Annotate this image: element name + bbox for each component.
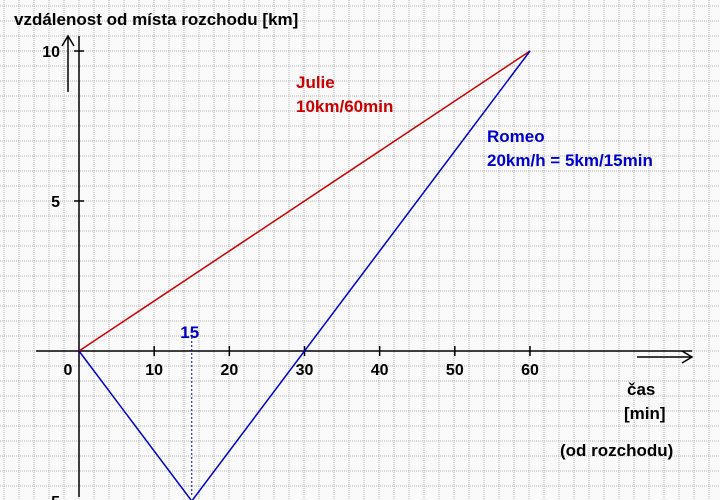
x-tick-label: 20 bbox=[220, 362, 238, 379]
x-axis-label: čas bbox=[627, 380, 655, 399]
x-axis-arrow bbox=[637, 350, 694, 364]
marker-label: 15 bbox=[180, 323, 199, 342]
x-tick-label: 10 bbox=[145, 362, 163, 379]
y-tick-label: 10 bbox=[42, 44, 60, 61]
y-axis-label: vzdálenost od místa rozchodu [km] bbox=[14, 10, 298, 29]
series-label-julie: Julie bbox=[296, 73, 335, 92]
series-line-julie bbox=[78, 50, 531, 352]
x-tick-label: 50 bbox=[446, 362, 464, 379]
x-axis-unit-label: [min] bbox=[624, 404, 666, 423]
x-tick-label: 0 bbox=[64, 362, 73, 379]
series-line-romeo bbox=[78, 50, 531, 500]
x-tick-label: 60 bbox=[521, 362, 539, 379]
y-tick-label: -5 bbox=[46, 494, 60, 500]
series-label-romeo: Romeo bbox=[487, 127, 545, 146]
ticks: 0 10 20 30 40 50 60 10 5 -5 bbox=[42, 44, 539, 500]
x-tick-label: 40 bbox=[371, 362, 389, 379]
x-axis-note: (od rozchodu) bbox=[560, 441, 673, 460]
axes bbox=[36, 34, 694, 497]
series-annotation-julie: 10km/60min bbox=[296, 97, 393, 116]
series-annotation-romeo: 20km/h = 5km/15min bbox=[487, 151, 653, 170]
series bbox=[78, 50, 531, 500]
y-axis-arrow bbox=[61, 34, 75, 92]
y-tick-label: 5 bbox=[51, 194, 60, 211]
x-tick-label: 30 bbox=[296, 362, 314, 379]
